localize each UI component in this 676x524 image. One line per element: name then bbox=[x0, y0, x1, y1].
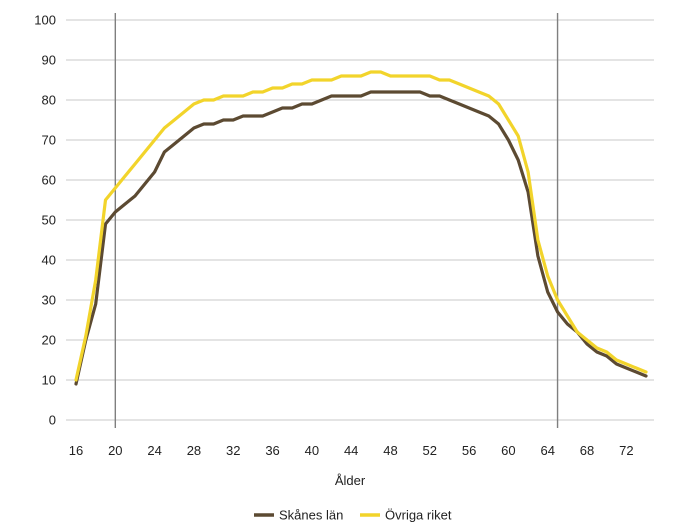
reference-lines bbox=[114, 13, 559, 428]
y-tick-label: 10 bbox=[42, 373, 56, 388]
legend: Skånes län Övriga riket bbox=[254, 508, 452, 523]
x-tick-label: 48 bbox=[383, 443, 397, 458]
x-tick-label: 28 bbox=[187, 443, 201, 458]
y-tick-label: 80 bbox=[42, 93, 56, 108]
y-tick-label: 30 bbox=[42, 293, 56, 308]
series-line bbox=[74, 90, 648, 386]
x-tick-labels: 16 20 24 28 32 36 40 44 48 52 56 60 64 68 72 bbox=[69, 443, 634, 458]
series-lines bbox=[74, 70, 648, 386]
y-tick-label: 0 bbox=[49, 413, 56, 428]
x-tick-label: 44 bbox=[344, 443, 358, 458]
y-tick-label: 60 bbox=[42, 173, 56, 188]
x-tick-label: 36 bbox=[265, 443, 279, 458]
x-tick-label: 40 bbox=[305, 443, 319, 458]
x-tick-label: 56 bbox=[462, 443, 476, 458]
x-tick-label: 60 bbox=[501, 443, 515, 458]
y-tick-labels: 0 10 20 30 40 50 60 70 80 90 100 bbox=[34, 13, 56, 428]
x-axis-title: Ålder bbox=[335, 473, 366, 488]
y-tick-label: 100 bbox=[34, 13, 56, 28]
x-tick-label: 20 bbox=[108, 443, 122, 458]
y-tick-label: 20 bbox=[42, 333, 56, 348]
legend-label: Skånes län bbox=[279, 508, 343, 523]
y-tick-label: 90 bbox=[42, 53, 56, 68]
y-tick-label: 70 bbox=[42, 133, 56, 148]
y-tick-label: 40 bbox=[42, 253, 56, 268]
x-tick-label: 24 bbox=[147, 443, 161, 458]
series-line bbox=[74, 70, 648, 382]
x-tick-label: 16 bbox=[69, 443, 83, 458]
x-tick-label: 68 bbox=[580, 443, 594, 458]
x-tick-label: 32 bbox=[226, 443, 240, 458]
x-tick-label: 64 bbox=[540, 443, 554, 458]
legend-label: Övriga riket bbox=[385, 508, 452, 523]
y-tick-label: 50 bbox=[42, 213, 56, 228]
grid-lines bbox=[66, 19, 654, 421]
x-tick-label: 52 bbox=[423, 443, 437, 458]
x-tick-label: 72 bbox=[619, 443, 633, 458]
